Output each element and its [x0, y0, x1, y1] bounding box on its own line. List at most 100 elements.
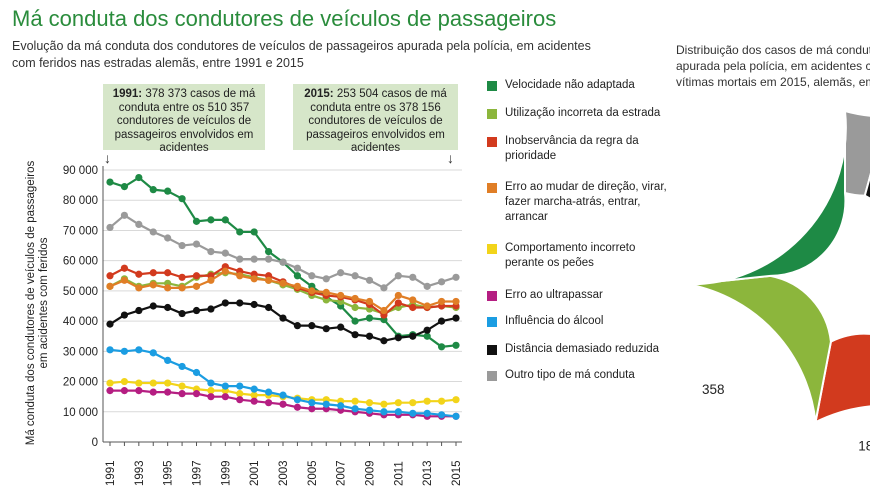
x-tick-label: 1995 [163, 460, 175, 486]
data-point [192, 368, 201, 377]
data-point [423, 397, 431, 405]
data-point [250, 228, 258, 236]
legend-label: Distância demasiado reduzida [505, 343, 660, 355]
data-point [178, 390, 186, 398]
data-point [279, 314, 287, 322]
legend-label: Outro tipo de má conduta [505, 369, 635, 381]
data-point [164, 269, 172, 277]
y-tick-label: 0 [92, 437, 98, 449]
data-point [365, 332, 374, 340]
legend-swatch [487, 244, 497, 254]
data-point [279, 279, 287, 287]
data-point [207, 305, 215, 313]
data-point [264, 276, 273, 284]
data-point [394, 408, 402, 416]
data-point [178, 382, 186, 390]
data-point [437, 411, 446, 419]
data-point [409, 332, 417, 340]
data-point [120, 264, 129, 272]
data-point [178, 273, 186, 281]
data-point [293, 282, 302, 290]
legend-swatch [487, 183, 497, 193]
data-point [106, 379, 114, 387]
data-point [423, 332, 431, 340]
data-point [365, 406, 374, 414]
data-point [192, 390, 201, 398]
data-point [149, 281, 157, 289]
data-point [308, 272, 316, 280]
data-point [437, 278, 446, 286]
data-point [351, 303, 359, 312]
data-point [149, 388, 157, 396]
data-point [221, 299, 229, 307]
data-point [452, 273, 460, 281]
note-2015: 2015: 253 504 casos de má conduta entre … [293, 84, 458, 154]
data-point [380, 408, 388, 416]
pie-subtitle: Distribuição dos casos de má conduta apu… [676, 43, 870, 89]
data-point [308, 405, 316, 413]
data-point [135, 346, 143, 354]
data-point [106, 272, 114, 280]
data-point [164, 303, 172, 312]
data-point [120, 276, 129, 284]
data-point [120, 311, 129, 319]
data-point [135, 387, 143, 395]
data-point [192, 240, 201, 248]
data-point [264, 399, 273, 407]
y-tick-label: 80 000 [63, 195, 98, 207]
data-point [120, 347, 129, 355]
data-point [250, 391, 258, 399]
data-point [236, 255, 244, 263]
data-point [264, 388, 273, 396]
data-point [221, 249, 229, 257]
data-point [135, 284, 143, 292]
data-point [207, 379, 215, 387]
data-point [221, 393, 229, 401]
data-point [135, 270, 143, 278]
data-point [423, 282, 431, 290]
y-tick-label: 50 000 [63, 286, 98, 298]
data-point [322, 325, 330, 333]
y-tick-label: 20 000 [63, 377, 98, 389]
data-point [264, 248, 273, 256]
data-point [236, 390, 244, 398]
data-point [164, 356, 172, 364]
data-point [452, 297, 460, 306]
data-point [409, 296, 417, 304]
legend-label: Utilização incorreta da estrada [505, 107, 661, 119]
y-tick-label: 30 000 [63, 346, 98, 358]
data-point [293, 396, 302, 404]
data-point [178, 195, 186, 203]
donut-slice [844, 109, 870, 197]
data-point [192, 306, 201, 315]
data-point [337, 291, 345, 300]
data-point [192, 217, 201, 225]
data-point [106, 346, 114, 354]
data-point [351, 405, 359, 413]
data-point [221, 216, 229, 224]
data-point [192, 272, 201, 280]
y-tick-label: 60 000 [63, 256, 98, 268]
y-tick-label: 70 000 [63, 225, 98, 237]
data-point [279, 258, 287, 266]
data-point [207, 387, 215, 395]
data-point [279, 400, 287, 408]
note-1991-year: 1991: [112, 88, 143, 100]
data-point [149, 228, 157, 236]
data-point [106, 282, 114, 290]
donut-slice [688, 110, 847, 286]
legend-label: Velocidade não adaptada [505, 79, 635, 91]
x-tick-label: 2001 [249, 460, 261, 486]
legend-swatch [487, 345, 497, 355]
x-tick-label: 2007 [336, 460, 348, 486]
data-point [264, 255, 273, 263]
data-point [178, 362, 186, 371]
x-tick-label: 1993 [134, 460, 146, 486]
data-point [409, 409, 417, 417]
x-tick-label: 2003 [278, 460, 290, 486]
legend-label: Erro ao mudar de direção, virar, fazer m… [505, 181, 667, 223]
data-point [337, 323, 345, 331]
data-point [164, 388, 172, 396]
x-tick-label: 2009 [365, 460, 377, 486]
data-point [149, 186, 157, 194]
